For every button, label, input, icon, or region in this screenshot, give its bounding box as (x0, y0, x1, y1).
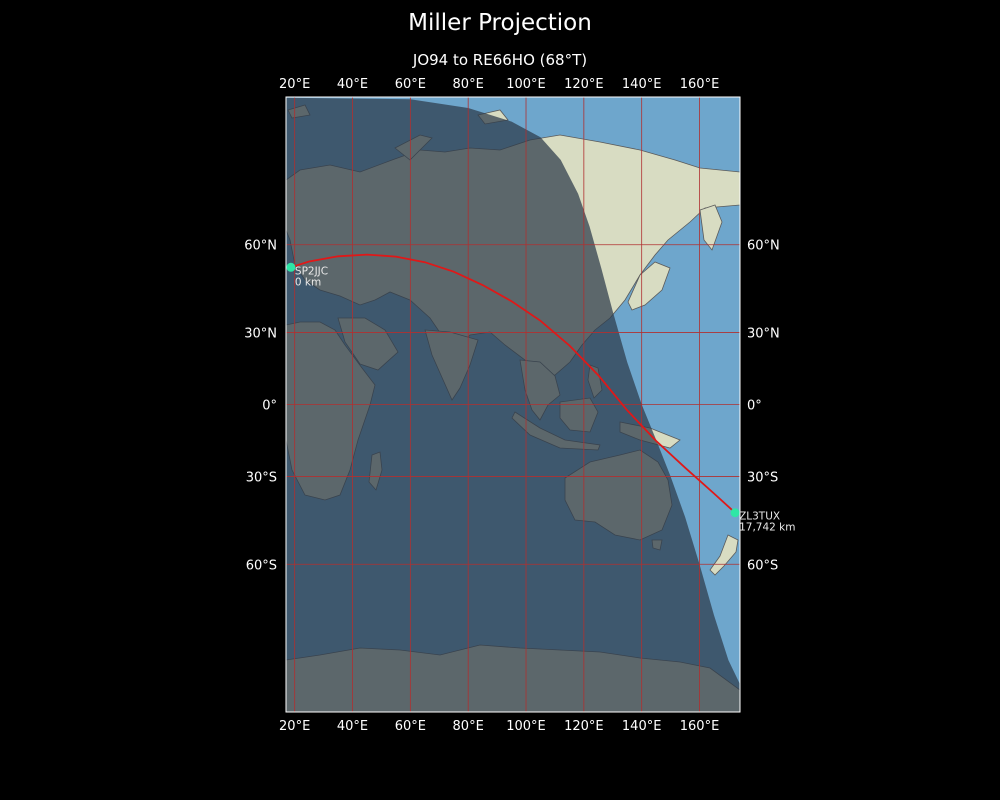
top-longitude-tick-label: 60°E (395, 77, 426, 92)
right-latitude-tick-label: 30°S (747, 471, 778, 486)
kamchatka-landmass (699, 204, 723, 251)
bottom-longitude-tick-label: 20°E (279, 719, 310, 734)
bottom-longitude-tick-label: 140°E (622, 719, 662, 734)
map-frame (285, 96, 741, 713)
left-latitude-tick-label: 30°N (244, 326, 277, 341)
station-label-sp2jjc-call: SP2JJC (295, 265, 328, 277)
right-latitude-tick-label: 30°N (747, 326, 780, 341)
bottom-longitude-tick-label: 40°E (337, 719, 368, 734)
right-latitude-tick-label: 60°N (747, 239, 780, 254)
right-latitude-tick-label: 0° (747, 399, 762, 414)
bottom-longitude-tick-label: 100°E (506, 719, 546, 734)
station-label-zl3tux-distance: 17,742 km (739, 522, 795, 534)
japan-landmass (627, 261, 671, 311)
bottom-longitude-tick-label: 60°E (395, 719, 426, 734)
left-latitude-tick-label: 30°S (246, 471, 277, 486)
top-longitude-tick-label: 140°E (622, 77, 662, 92)
left-latitude-tick-label: 0° (262, 399, 277, 414)
top-longitude-tick-label: 100°E (506, 77, 546, 92)
top-longitude-tick-label: 40°E (337, 77, 368, 92)
station-label-sp2jjc-distance: 0 km (295, 276, 321, 288)
station-label-zl3tux-call: ZL3TUX (739, 511, 780, 523)
right-latitude-tick-label: 60°S (747, 558, 778, 573)
top-longitude-tick-label: 20°E (279, 77, 310, 92)
bottom-longitude-tick-label: 80°E (453, 719, 484, 734)
top-longitude-tick-label: 80°E (453, 77, 484, 92)
bottom-longitude-tick-label: 120°E (564, 719, 604, 734)
left-latitude-tick-label: 60°S (246, 558, 277, 573)
top-longitude-tick-label: 120°E (564, 77, 604, 92)
bottom-longitude-tick-label: 160°E (680, 719, 720, 734)
great-circle-path (290, 253, 736, 514)
top-longitude-tick-label: 160°E (680, 77, 720, 92)
map-title: Miller Projection (408, 10, 592, 36)
station-marker-zl3tux[interactable] (730, 508, 740, 518)
map-subtitle: JO94 to RE66HO (68°T) (412, 51, 588, 69)
map-plot-area (286, 97, 740, 712)
left-latitude-tick-label: 60°N (244, 239, 277, 254)
station-marker-sp2jjc[interactable] (286, 262, 296, 272)
new-zealand-landmass (709, 534, 739, 576)
graticule-grid (286, 97, 740, 712)
